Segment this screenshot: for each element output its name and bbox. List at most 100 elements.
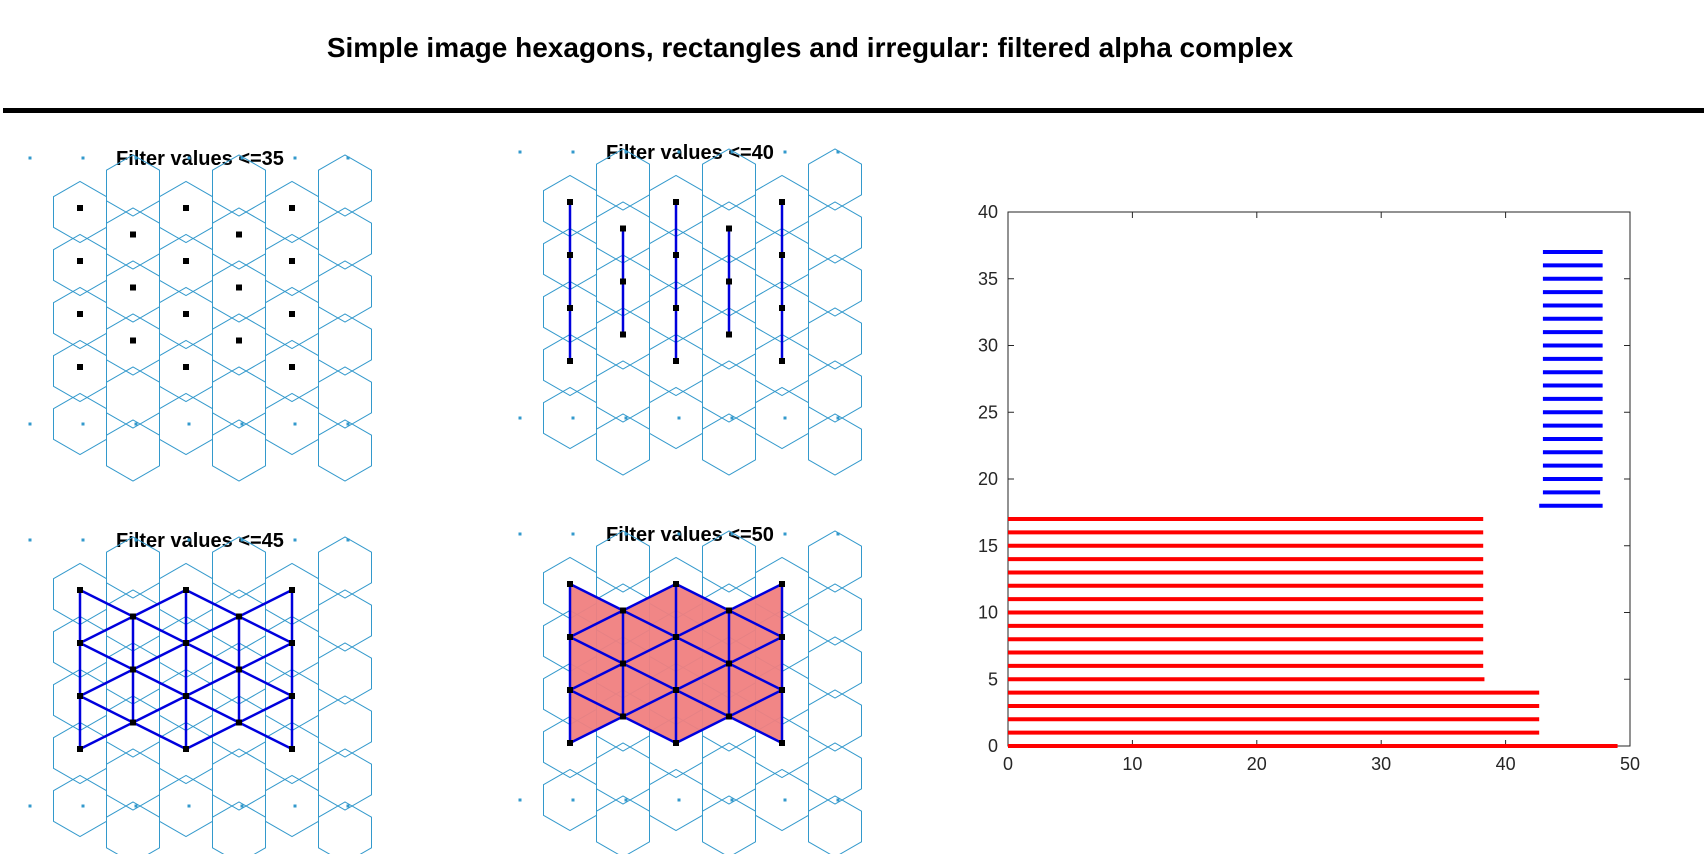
- voronoi-cell: [649, 333, 703, 397]
- x-tick-label: 20: [1247, 754, 1267, 774]
- complex-edge: [79, 694, 134, 724]
- y-tick-label: 20: [978, 469, 998, 489]
- complex-point: [673, 199, 679, 205]
- panel-title: Filter values <=40: [606, 142, 774, 164]
- complex-edge: [79, 641, 134, 671]
- voronoi-cell: [265, 774, 319, 838]
- voronoi-cell: [318, 801, 372, 854]
- voronoi-cell: [212, 260, 266, 323]
- outer-point: [518, 798, 522, 802]
- outer-point: [28, 804, 32, 808]
- y-tick-label: 30: [978, 336, 998, 356]
- x-tick-label: 50: [1620, 754, 1640, 774]
- outer-points: [518, 532, 840, 802]
- outer-point: [677, 416, 681, 420]
- complex-point: [289, 205, 295, 211]
- complex-edges: [568, 202, 784, 361]
- complex-edge: [622, 662, 677, 692]
- voronoi-cell: [318, 154, 372, 217]
- complex-point: [779, 305, 785, 311]
- outer-point: [730, 416, 734, 420]
- voronoi-cell: [106, 313, 160, 376]
- complex-edge: [185, 668, 240, 698]
- alpha-complex-plot: [28, 536, 372, 854]
- complex-edge: [238, 615, 293, 645]
- plot-area: [1007, 211, 1631, 747]
- voronoi-cell: [596, 148, 650, 211]
- voronoi-cell: [649, 386, 703, 450]
- complex-point: [673, 358, 679, 364]
- complex-point: [567, 581, 573, 587]
- voronoi-cells: [53, 154, 372, 482]
- voronoi-cell: [265, 392, 319, 456]
- complex-edge: [622, 609, 677, 639]
- voronoi-cell: [212, 207, 266, 270]
- complex-edge: [185, 721, 240, 751]
- outer-point: [518, 150, 522, 154]
- voronoi-cell: [106, 536, 160, 599]
- voronoi-cell: [318, 642, 372, 705]
- voronoi-cell: [53, 392, 107, 456]
- complex-point: [673, 252, 679, 258]
- voronoi-cell: [265, 721, 319, 785]
- outer-point: [571, 532, 575, 536]
- complex-point: [620, 225, 626, 232]
- complex-edge: [569, 688, 624, 718]
- voronoi-cell: [596, 360, 650, 423]
- outer-point: [836, 416, 840, 420]
- outer-point: [571, 150, 575, 154]
- complex-point: [673, 740, 679, 746]
- complex-point: [779, 358, 785, 364]
- complex-point: [77, 587, 83, 593]
- complex-point: [289, 640, 295, 646]
- outer-point: [836, 532, 840, 536]
- complex-edge: [569, 635, 624, 665]
- voronoi-cell: [53, 233, 107, 297]
- complex-edge: [132, 641, 187, 671]
- outer-point: [677, 798, 681, 802]
- complex-point: [289, 587, 295, 593]
- complex-point: [673, 305, 679, 311]
- outer-point: [624, 150, 628, 154]
- complex-point: [77, 258, 83, 264]
- outer-point: [187, 156, 191, 160]
- complex-point: [726, 607, 732, 614]
- complex-point: [779, 740, 785, 746]
- outer-point: [346, 804, 350, 808]
- outer-point: [81, 422, 85, 426]
- complex-edge: [185, 615, 240, 645]
- outer-point: [677, 150, 681, 154]
- voronoi-cell: [265, 286, 319, 350]
- complex-point: [130, 666, 136, 673]
- complex-point: [567, 252, 573, 258]
- voronoi-cell: [159, 721, 213, 785]
- voronoi-cell: [702, 742, 756, 805]
- outer-point: [81, 804, 85, 808]
- voronoi-cell: [318, 207, 372, 270]
- panel-filter-50: Filter values <=50: [510, 522, 870, 854]
- voronoi-cell: [808, 148, 862, 211]
- complex-edge: [728, 635, 783, 665]
- complex-edge: [622, 635, 677, 665]
- y-tick-label: 5: [988, 669, 998, 689]
- complex-edge: [728, 688, 783, 718]
- voronoi-cell: [755, 333, 809, 397]
- complex-point: [726, 331, 732, 338]
- complex-edge: [238, 668, 293, 698]
- complex-edge: [185, 588, 240, 618]
- outer-point: [518, 416, 522, 420]
- complex-point: [183, 364, 189, 370]
- complex-edge: [132, 721, 187, 751]
- complex-edges: [78, 588, 294, 751]
- outer-points: [518, 150, 840, 420]
- complex-point: [289, 693, 295, 699]
- complex-point: [289, 746, 295, 752]
- voronoi-cell: [265, 233, 319, 297]
- complex-edge: [238, 641, 293, 671]
- complex-edge: [238, 694, 293, 724]
- complex-point: [779, 252, 785, 258]
- complex-point: [779, 581, 785, 587]
- complex-point: [236, 231, 242, 238]
- complex-points: [567, 199, 785, 364]
- voronoi-cell: [265, 180, 319, 244]
